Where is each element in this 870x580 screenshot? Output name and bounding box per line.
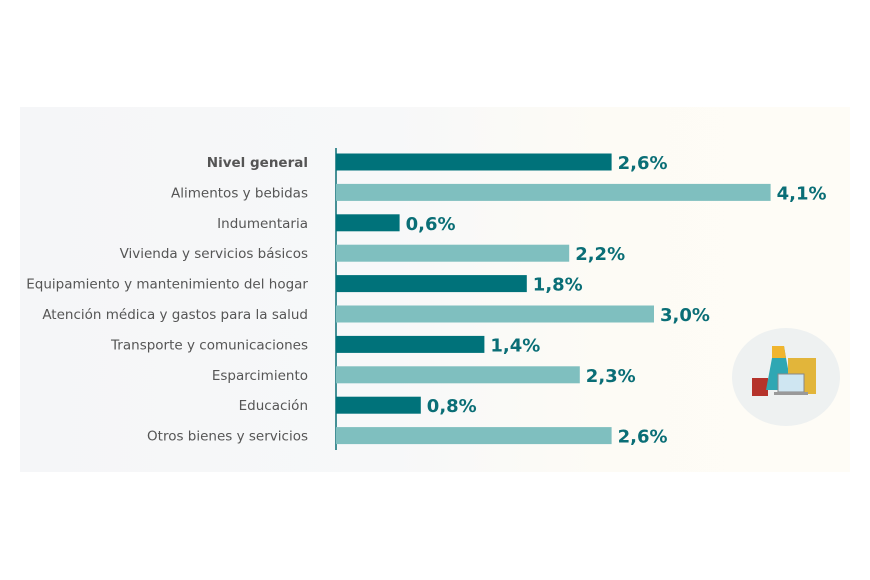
bar — [336, 153, 612, 171]
bar — [336, 366, 580, 384]
bar — [336, 275, 527, 293]
shopping-illustration-icon — [732, 328, 840, 426]
category-label: Educación — [239, 398, 308, 414]
bar — [336, 214, 400, 232]
value-label: 1,8% — [533, 275, 583, 296]
value-label: 1,4% — [490, 335, 540, 356]
bar — [336, 335, 485, 353]
value-label: 4,1% — [777, 183, 827, 204]
category-label: Indumentaria — [217, 216, 308, 232]
value-label: 2,6% — [618, 427, 668, 448]
bar — [336, 183, 771, 201]
category-label: Transporte y comunicaciones — [110, 337, 308, 353]
value-label: 3,0% — [660, 305, 710, 326]
category-label: Vivienda y servicios básicos — [120, 246, 308, 262]
value-label: 0,6% — [406, 214, 456, 235]
category-label: Equipamiento y mantenimiento del hogar — [26, 277, 308, 293]
bar — [336, 396, 421, 414]
category-label: Esparcimiento — [212, 368, 308, 384]
category-label: Alimentos y bebidas — [171, 185, 308, 201]
value-label: 0,8% — [427, 396, 477, 417]
value-label: 2,3% — [586, 366, 636, 387]
category-label: Atención médica y gastos para la salud — [42, 307, 308, 323]
category-label: Otros bienes y servicios — [147, 429, 308, 445]
value-label: 2,2% — [575, 244, 625, 265]
category-label: Nivel general — [207, 155, 308, 171]
bar — [336, 244, 570, 262]
bar — [336, 305, 654, 323]
value-label: 2,6% — [618, 153, 668, 174]
bar — [336, 427, 612, 445]
